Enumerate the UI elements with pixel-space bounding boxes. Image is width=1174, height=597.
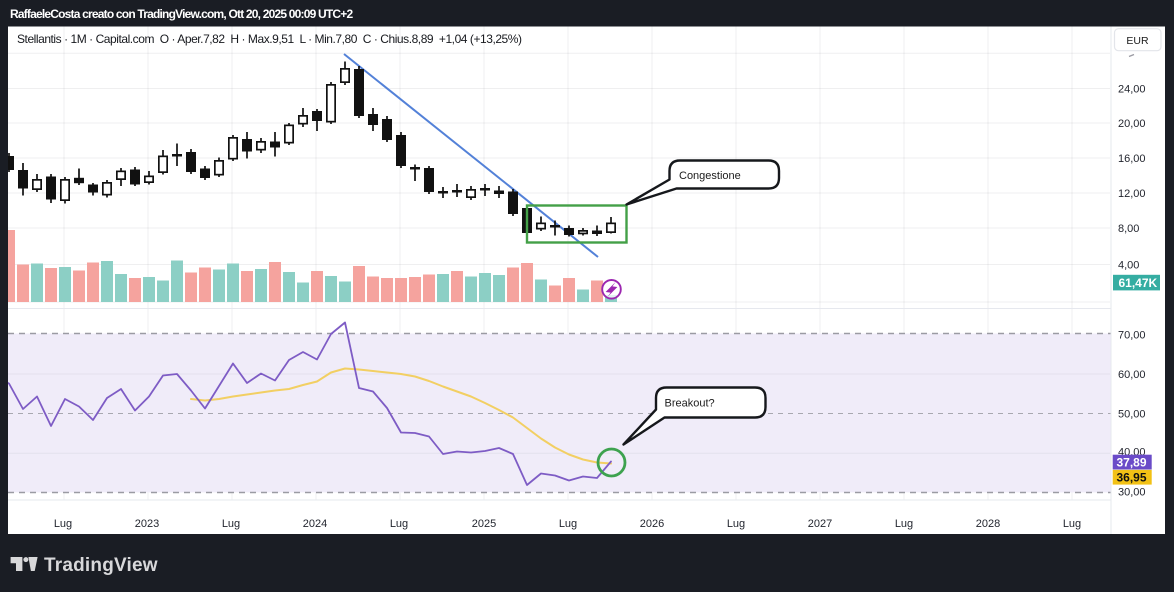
svg-text:2028: 2028 [976,518,1000,530]
svg-text:2024: 2024 [303,518,327,530]
svg-text:Lug: Lug [559,518,577,530]
svg-text:Lug: Lug [390,518,408,530]
svg-text:30,00: 30,00 [1118,487,1146,499]
svg-text:50,00: 50,00 [1118,409,1146,421]
svg-text:2026: 2026 [640,518,664,530]
svg-text:8,00: 8,00 [1118,223,1139,235]
svg-text:Lug: Lug [727,518,745,530]
svg-text:Stellantis · 1M · Capital.com: Stellantis · 1M · Capital.com O · Aper.7… [17,32,522,46]
svg-text:70,00: 70,00 [1118,330,1146,342]
svg-text:36,95: 36,95 [1117,471,1147,485]
svg-text:20,00: 20,00 [1118,118,1146,130]
svg-text:37,89: 37,89 [1117,455,1147,469]
svg-text:Congestione: Congestione [679,170,741,182]
svg-text:60,00: 60,00 [1118,369,1146,381]
svg-text:61,47K: 61,47K [1119,276,1158,290]
svg-text:RaffaeleCosta creato con Tradi: RaffaeleCosta creato con TradingView.com… [10,7,353,21]
svg-text:Lug: Lug [895,518,913,530]
svg-text:Lug: Lug [1063,518,1081,530]
svg-text:2027: 2027 [808,518,832,530]
svg-text:12,00: 12,00 [1118,188,1146,200]
svg-text:Lug: Lug [222,518,240,530]
svg-text:2023: 2023 [135,518,159,530]
svg-text:2025: 2025 [472,518,496,530]
svg-text:4,00: 4,00 [1118,260,1139,272]
svg-text:24,00: 24,00 [1118,84,1146,96]
svg-text:16,00: 16,00 [1118,153,1146,165]
svg-text:TradingView: TradingView [44,555,158,576]
svg-text:Lug: Lug [54,518,72,530]
svg-text:EUR: EUR [1126,35,1149,47]
svg-text:Breakout?: Breakout? [665,398,715,410]
